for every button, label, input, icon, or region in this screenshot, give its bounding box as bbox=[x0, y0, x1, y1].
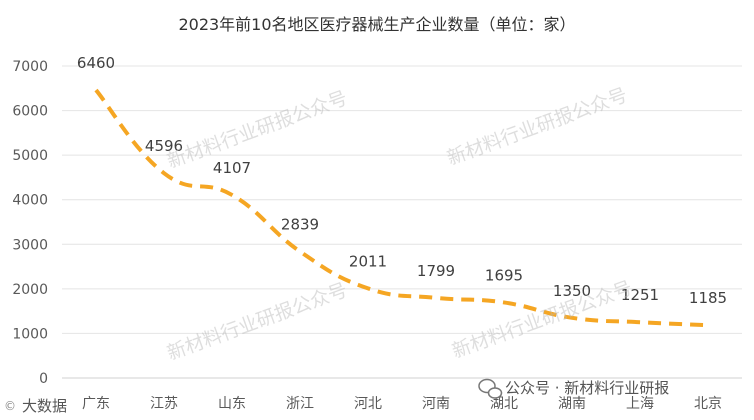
chart-title: 2023年前10名地区医疗器械生产企业数量（单位：家） bbox=[178, 15, 575, 34]
y-tick-label: 5000 bbox=[12, 148, 48, 164]
data-label: 2839 bbox=[281, 215, 319, 233]
data-label: 4107 bbox=[213, 159, 251, 177]
gridlines bbox=[62, 65, 742, 379]
corner-badge: © 大数据 bbox=[4, 397, 67, 415]
copyright-icon: © bbox=[4, 399, 16, 413]
x-tick-label: 江苏 bbox=[150, 396, 178, 412]
x-tick-label: 湖南 bbox=[558, 396, 586, 412]
x-tick-label: 河南 bbox=[422, 396, 450, 412]
watermark: 新材料行业研报公众号 bbox=[444, 84, 630, 170]
footer: 公众号 · 新材料行业研报 © 大数据 bbox=[4, 378, 669, 415]
data-label: 1251 bbox=[621, 286, 659, 304]
data-label: 1695 bbox=[485, 266, 523, 284]
data-label: 6460 bbox=[77, 54, 115, 72]
y-tick-label: 4000 bbox=[12, 193, 48, 209]
wechat-icon bbox=[478, 378, 503, 399]
y-tick-label: 7000 bbox=[12, 59, 48, 75]
data-label: 4596 bbox=[145, 137, 183, 155]
data-labels: 6460 4596 4107 2839 2011 1799 1695 1350 1251 1185 bbox=[77, 54, 727, 307]
x-tick-label: 湖北 bbox=[490, 396, 518, 412]
data-label: 1350 bbox=[553, 282, 591, 300]
series-line bbox=[94, 88, 709, 328]
account-name: 公众号 · 新材料行业研报 bbox=[505, 379, 669, 397]
x-axis-ticks: 广东 江苏 山东 浙江 河北 河南 湖北 湖南 上海 北京 bbox=[82, 396, 722, 412]
y-tick-label: 6000 bbox=[12, 104, 48, 120]
watermarks: 新材料行业研报公众号 新材料行业研报公众号 新材料行业研报公众号 新材料行业研报… bbox=[164, 84, 635, 365]
data-label: 1799 bbox=[417, 262, 455, 280]
y-tick-label: 3000 bbox=[12, 237, 48, 253]
x-tick-label: 上海 bbox=[626, 396, 654, 412]
x-tick-label: 浙江 bbox=[286, 396, 314, 412]
y-tick-label: 2000 bbox=[12, 282, 48, 298]
y-tick-label: 0 bbox=[39, 371, 48, 387]
watermark: 新材料行业研报公众号 bbox=[164, 87, 350, 173]
y-axis-ticks: 0 1000 2000 3000 4000 5000 6000 7000 bbox=[12, 59, 48, 387]
x-tick-label: 广东 bbox=[82, 396, 110, 412]
data-label: 1185 bbox=[689, 289, 727, 307]
x-tick-label: 河北 bbox=[354, 396, 382, 412]
data-label: 2011 bbox=[349, 252, 387, 270]
y-tick-label: 1000 bbox=[12, 326, 48, 342]
corner-badge-text: 大数据 bbox=[22, 397, 67, 415]
watermark: 新材料行业研报公众号 bbox=[164, 279, 350, 365]
x-tick-label: 北京 bbox=[694, 396, 722, 412]
x-tick-label: 山东 bbox=[218, 396, 246, 412]
